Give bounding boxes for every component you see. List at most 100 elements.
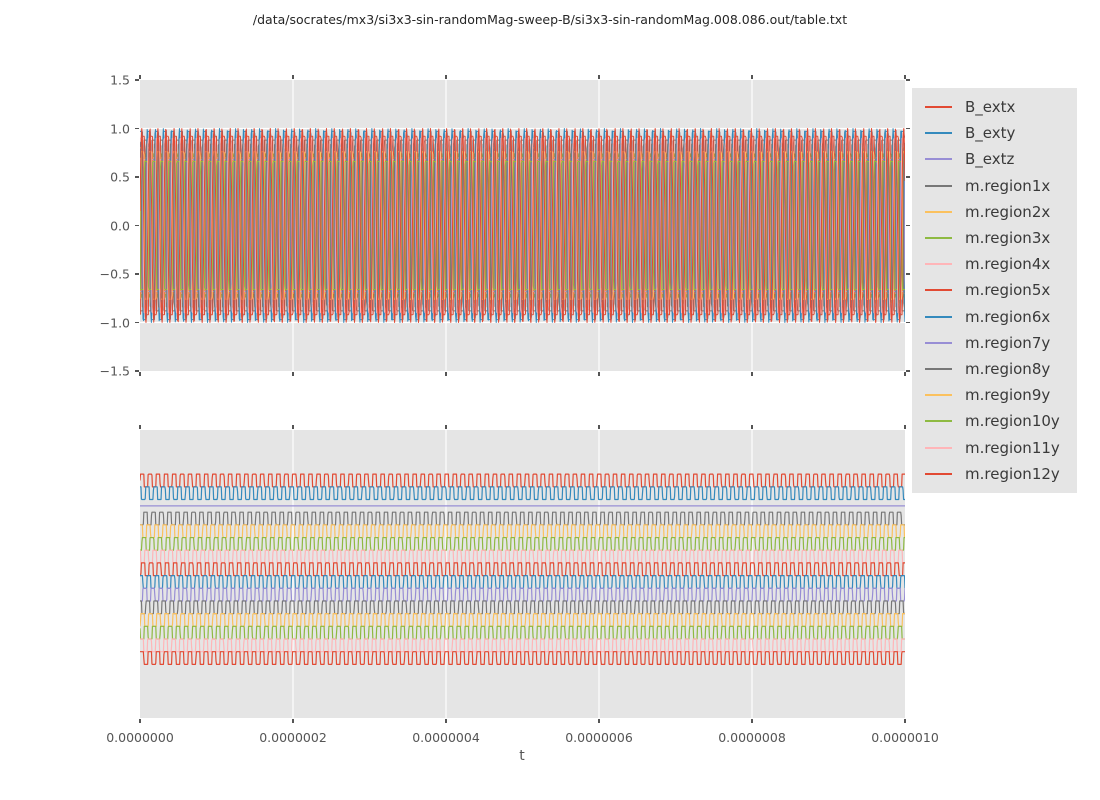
series-line-m.region10y xyxy=(140,625,905,640)
legend-line-sample xyxy=(925,420,952,423)
legend-item: m.region11y xyxy=(912,434,1077,460)
y-tick-label: 1.0 xyxy=(110,121,130,136)
tick-mark xyxy=(906,370,910,372)
legend-line-sample xyxy=(925,210,952,213)
legend-item-label: B_exty xyxy=(965,124,1016,143)
chart-title: /data/socrates/mx3/si3x3-sin-randomMag-s… xyxy=(252,12,848,27)
legend-item: m.region10y xyxy=(912,408,1077,434)
legend-line-sample xyxy=(925,315,952,318)
tick-mark xyxy=(751,372,753,376)
legend-item: m.region2x xyxy=(912,199,1077,225)
legend-item: m.region6x xyxy=(912,304,1077,330)
tick-mark xyxy=(292,75,294,79)
tick-mark xyxy=(906,321,910,324)
legend-item-label: m.region11y xyxy=(965,438,1060,457)
tick-mark xyxy=(292,719,294,723)
legend-item: B_extx xyxy=(912,94,1077,120)
y-tick-label: −1.5 xyxy=(99,363,130,379)
tick-mark xyxy=(139,372,141,376)
tick-mark xyxy=(751,425,753,429)
legend-item: m.region1x xyxy=(912,173,1077,199)
series-line-m.region11y xyxy=(140,638,905,653)
y-tick-label: 0.5 xyxy=(110,169,130,185)
series-line-m.region9y xyxy=(140,613,905,627)
x-tick-label: 0.0000008 xyxy=(718,730,786,745)
series-line-B_extx xyxy=(140,473,905,488)
legend-item: m.region4x xyxy=(912,251,1077,277)
series-line-m.region8y xyxy=(140,600,905,615)
tick-mark xyxy=(139,425,141,429)
legend-item: m.region12y xyxy=(912,461,1077,487)
legend-item-label: m.region8y xyxy=(965,359,1051,378)
legend-line-sample xyxy=(925,184,952,187)
tick-mark xyxy=(904,719,906,723)
x-tick-label: 0.0000010 xyxy=(871,730,939,745)
series-line-m.region5x xyxy=(140,562,905,577)
legend-line-sample xyxy=(925,106,952,109)
legend-line-sample xyxy=(925,158,952,161)
tick-mark xyxy=(445,425,447,429)
series-line-m.region12y xyxy=(140,128,905,323)
legend-item-label: m.region10y xyxy=(965,412,1060,431)
tick-mark xyxy=(598,719,600,723)
legend-item: m.region7y xyxy=(912,330,1077,356)
tick-mark xyxy=(135,370,139,372)
tick-mark xyxy=(135,321,139,324)
tick-mark xyxy=(904,425,906,429)
tick-mark xyxy=(135,176,139,178)
tick-mark xyxy=(906,176,910,178)
tick-mark xyxy=(445,372,447,376)
tick-mark xyxy=(751,75,753,79)
tick-mark xyxy=(906,79,910,81)
legend-line-sample xyxy=(925,132,952,135)
series-line-m.region6x xyxy=(140,574,905,589)
y-tick-label: −1.0 xyxy=(99,315,130,330)
x-tick-label: 0.0000000 xyxy=(106,730,174,745)
x-tick-label: 0.0000004 xyxy=(412,730,480,745)
legend-line-sample xyxy=(925,237,952,240)
tick-mark xyxy=(906,224,910,227)
y-tick-label: 1.5 xyxy=(110,72,130,88)
tick-mark xyxy=(135,224,139,227)
legend-line-sample xyxy=(925,289,952,292)
legend-item-label: m.region12y xyxy=(965,464,1060,483)
tick-mark xyxy=(751,719,753,723)
legend-item-label: m.region2x xyxy=(965,202,1051,221)
legend-line-sample xyxy=(925,446,952,449)
legend-item-label: m.region4x xyxy=(965,255,1051,274)
legend-item: m.region5x xyxy=(912,277,1077,303)
series-line-m.region4x xyxy=(140,549,905,564)
tick-mark xyxy=(139,75,141,79)
tick-mark xyxy=(445,719,447,723)
y-tick-label: 0.0 xyxy=(110,218,130,233)
series-line-m.region7y xyxy=(140,587,905,602)
tick-mark xyxy=(906,273,910,275)
legend-item: B_exty xyxy=(912,120,1077,146)
legend-item-label: m.region3x xyxy=(965,229,1051,248)
legend-line-sample xyxy=(925,341,952,344)
tick-mark xyxy=(292,425,294,429)
series-line-m.region12y xyxy=(140,651,905,665)
tick-mark xyxy=(906,127,910,130)
legend-line-sample xyxy=(925,394,952,397)
legend-item-label: m.region6x xyxy=(965,307,1051,326)
tick-mark xyxy=(445,75,447,79)
legend-line-sample xyxy=(925,472,952,475)
legend-item-label: m.region9y xyxy=(965,386,1051,405)
series-line-m.region2x xyxy=(140,524,905,539)
tick-mark xyxy=(135,79,139,81)
tick-mark xyxy=(598,75,600,79)
legend-line-sample xyxy=(925,367,952,370)
legend-item-label: m.region7y xyxy=(965,333,1051,352)
tick-mark xyxy=(598,372,600,376)
series-line-B_exty xyxy=(140,486,905,501)
legend-item-label: B_extz xyxy=(965,150,1015,169)
tick-mark xyxy=(598,425,600,429)
legend-item-label: m.region1x xyxy=(965,176,1051,195)
tick-mark xyxy=(139,719,141,723)
tick-mark xyxy=(135,273,139,275)
top-plot-panel xyxy=(140,80,905,371)
x-tick-label: 0.0000002 xyxy=(259,730,327,745)
series-line-m.region1x xyxy=(140,511,905,526)
